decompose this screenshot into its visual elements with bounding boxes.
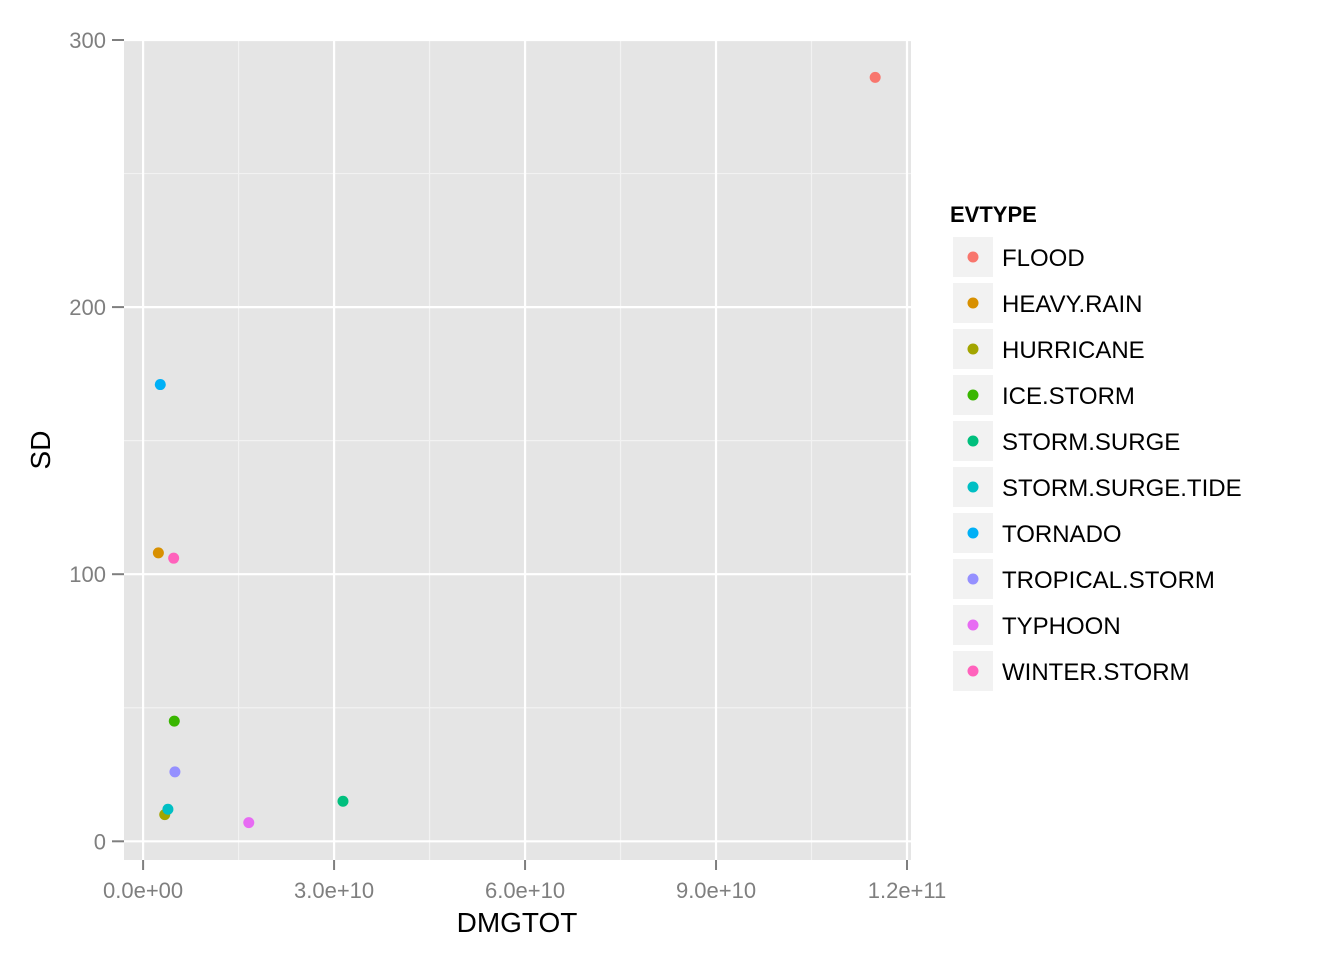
legend-swatch [967, 389, 979, 401]
legend-label: HEAVY.RAIN [1002, 291, 1143, 318]
data-point-tropical-storm [169, 766, 181, 778]
x-tick-label: 1.2e+11 [868, 878, 947, 903]
legend-label: ICE.STORM [1002, 383, 1135, 410]
x-tick-label: 6.0e+10 [485, 878, 565, 903]
x-axis-title: DMGTOT [457, 907, 578, 938]
x-tick-label: 0.0e+00 [103, 878, 183, 903]
y-tick-label: 0 [94, 829, 106, 854]
data-point-tornado [154, 379, 166, 391]
legend-swatch [967, 527, 979, 539]
legend-swatch [967, 619, 979, 631]
legend-swatch [967, 573, 979, 585]
legend: EVTYPE FLOOD HEAVY.RAIN HURRICANE ICE.STORM… [950, 202, 1242, 693]
legend-swatch [967, 665, 979, 677]
legend-label: HURRICANE [1002, 337, 1145, 364]
legend-label: TYPHOON [1002, 613, 1121, 640]
data-point-storm-surge-tide [162, 803, 174, 815]
data-point-typhoon [243, 817, 255, 829]
legend-swatch [967, 343, 979, 355]
legend-label: WINTER.STORM [1002, 659, 1190, 686]
grid-minor [124, 40, 911, 860]
x-axis: 0.0e+00 3.0e+10 6.0e+10 9.0e+10 1.2e+11 [103, 860, 946, 903]
legend-swatch [967, 297, 979, 309]
legend-title: EVTYPE [950, 202, 1037, 227]
x-tick-label: 3.0e+10 [294, 878, 374, 903]
y-axis: 0 100 200 300 [69, 28, 124, 854]
plot-panel [124, 40, 911, 860]
legend-swatch [967, 481, 979, 493]
legend-label: TROPICAL.STORM [1002, 567, 1215, 594]
data-points [152, 71, 881, 829]
y-tick-label: 100 [69, 562, 106, 587]
legend-label: STORM.SURGE.TIDE [1002, 475, 1242, 502]
data-point-winter-storm [168, 552, 180, 564]
data-point-heavy-rain [152, 547, 164, 559]
legend-entries: FLOOD HEAVY.RAIN HURRICANE ICE.STORM STORM.S… [951, 235, 1242, 693]
y-axis-title: SD [25, 431, 56, 470]
legend-label: TORNADO [1002, 521, 1122, 548]
data-point-storm-surge [337, 795, 349, 807]
legend-label: FLOOD [1002, 245, 1085, 272]
y-tick-label: 300 [69, 28, 106, 53]
x-tick-label: 9.0e+10 [676, 878, 756, 903]
legend-swatch [967, 251, 979, 263]
data-point-ice-storm [168, 715, 180, 727]
legend-swatch [967, 435, 979, 447]
grid-major [124, 38, 911, 860]
y-tick-label: 200 [69, 295, 106, 320]
data-point-flood [869, 71, 881, 83]
legend-label: STORM.SURGE [1002, 429, 1180, 456]
